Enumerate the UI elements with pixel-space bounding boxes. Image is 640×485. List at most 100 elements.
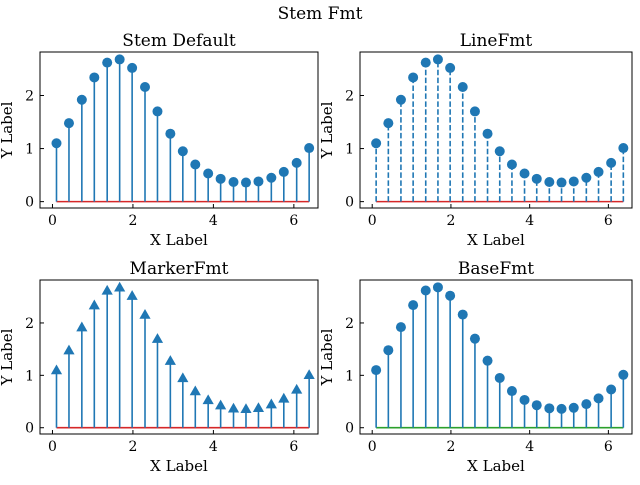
x-tick-label: 2: [128, 213, 137, 229]
stem-marker: [506, 159, 517, 170]
stem-marker: [593, 166, 604, 177]
stem-marker: [51, 138, 62, 149]
y-tick-label: 2: [25, 316, 34, 332]
x-tick-label: 6: [604, 439, 613, 455]
stem-marker: [581, 172, 592, 183]
stem-marker: [581, 399, 592, 410]
stem-marker: [240, 403, 252, 414]
stem-marker: [556, 177, 567, 188]
stem-marker: [408, 300, 419, 311]
stem-marker: [265, 398, 277, 409]
y-tick-label: 2: [345, 316, 354, 332]
stem-marker: [519, 168, 530, 179]
stem-marker: [556, 403, 567, 414]
stem-marker: [469, 333, 480, 344]
stem-marker: [76, 94, 87, 105]
y-axis-label: Y Label: [0, 328, 16, 386]
stem-marker: [457, 309, 468, 320]
stem-marker: [531, 400, 542, 411]
x-tick-label: 0: [368, 439, 377, 455]
stem-marker: [114, 54, 125, 65]
y-tick-label: 2: [345, 89, 354, 105]
stem-marker: [420, 57, 431, 68]
stem-marker: [420, 285, 431, 296]
stem-marker: [469, 106, 480, 117]
x-axis-label: X Label: [467, 231, 525, 249]
stem-marker: [252, 402, 265, 413]
stem-marker: [494, 146, 505, 157]
stem-marker: [165, 128, 176, 139]
y-axis-label: Y Label: [0, 101, 16, 159]
stem-marker: [494, 372, 505, 383]
x-tick-label: 2: [128, 439, 137, 455]
subplot-2: 0 2 4 6 0 1 2 LineFmt X Label Y Label: [318, 31, 633, 249]
stem-marker: [177, 146, 188, 157]
stem-marker: [63, 118, 74, 129]
x-tick-label: 2: [446, 213, 455, 229]
stem-marker: [202, 394, 214, 405]
stem-marker: [606, 157, 617, 168]
stem-marker: [76, 321, 88, 332]
stem-marker: [432, 54, 443, 65]
stem-marker: [445, 62, 456, 73]
y-axis-label: Y Label: [318, 328, 336, 386]
subplot-title: Stem Default: [122, 31, 236, 51]
x-tick-label: 4: [525, 213, 534, 229]
stem-marker: [371, 138, 382, 149]
y-tick-label: 0: [25, 421, 34, 437]
axes-frame: [39, 51, 319, 209]
stem-marker: [215, 399, 227, 410]
stem-marker: [190, 159, 201, 170]
stem-marker: [519, 394, 530, 405]
stem-marker: [291, 383, 303, 394]
axes-frame: [359, 279, 633, 435]
stem-marker: [203, 168, 214, 179]
axes-frame: [39, 279, 319, 435]
stem-marker: [152, 106, 163, 117]
stem-marker: [544, 403, 555, 414]
y-tick-label: 0: [345, 195, 354, 211]
stem-marker: [618, 143, 629, 154]
axes-frame: [359, 51, 633, 209]
stem-marker: [395, 322, 406, 333]
stem-marker: [395, 94, 406, 105]
stem-marker: [189, 385, 201, 396]
stem-marker: [383, 118, 394, 129]
stem-marker: [177, 372, 189, 383]
x-tick-label: 6: [289, 213, 298, 229]
stem-marker: [151, 333, 164, 343]
y-tick-label: 1: [25, 368, 34, 384]
stem-marker: [303, 369, 315, 380]
x-tick-label: 4: [209, 439, 218, 455]
y-tick-label: 1: [345, 142, 354, 158]
stem-marker: [606, 384, 617, 395]
x-tick-label: 6: [604, 213, 613, 229]
subplot-title: MarkerFmt: [130, 259, 229, 279]
y-tick-label: 2: [25, 89, 34, 105]
stem-marker: [88, 299, 100, 310]
stem-marker: [127, 62, 138, 73]
stem-marker: [102, 57, 113, 68]
stem-marker: [278, 166, 289, 177]
x-tick-label: 0: [48, 439, 57, 455]
y-tick-label: 0: [345, 421, 354, 437]
stem-marker: [568, 176, 579, 187]
stem-marker: [618, 369, 629, 380]
stem-marker: [140, 82, 151, 93]
x-axis-label: X Label: [150, 457, 208, 475]
stem-marker: [50, 364, 63, 375]
stem-marker: [228, 177, 239, 187]
stem-marker: [506, 386, 517, 397]
x-axis-label: X Label: [467, 457, 525, 475]
x-tick-label: 0: [368, 213, 377, 229]
stem-marker: [89, 72, 100, 83]
stem-marker: [266, 172, 277, 183]
stem-marker: [304, 143, 315, 154]
x-tick-label: 4: [209, 213, 218, 229]
stem-marker: [445, 290, 456, 301]
stem-marker: [408, 72, 419, 83]
stem-marker: [482, 128, 493, 139]
stem-marker: [253, 176, 264, 187]
